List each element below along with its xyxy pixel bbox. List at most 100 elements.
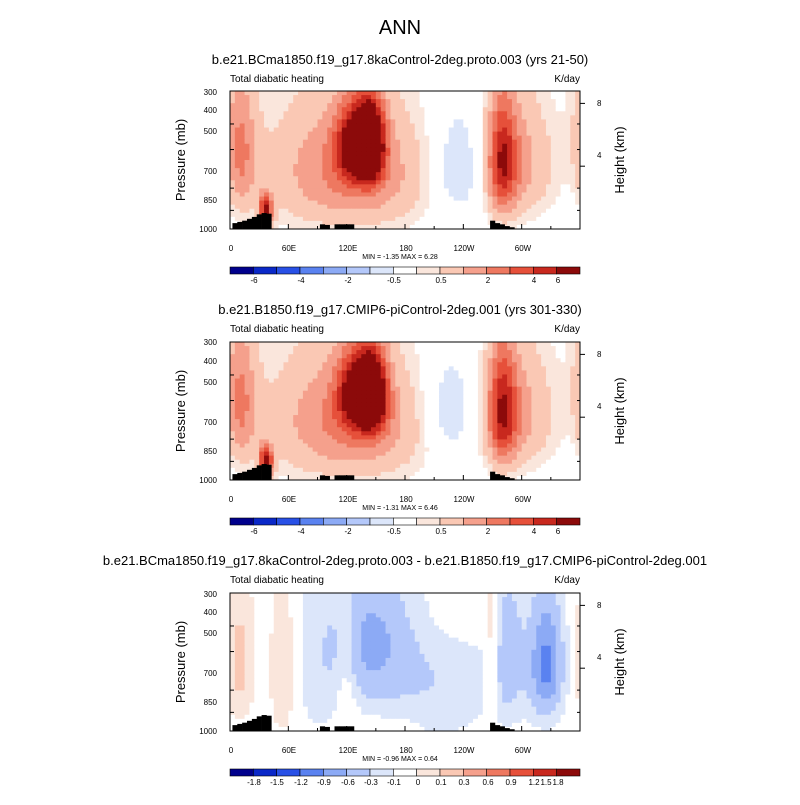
field-cell — [502, 468, 507, 472]
field-cell — [327, 435, 332, 439]
field-cell — [478, 188, 483, 192]
field-cell — [541, 391, 546, 395]
field-cell — [230, 448, 235, 452]
field-cell — [556, 176, 561, 180]
field-cell — [352, 383, 357, 387]
field-cell — [235, 419, 240, 423]
field-cell — [245, 152, 250, 156]
min-max-label: MIN = -1.35 MAX = 6.28 — [362, 254, 438, 261]
field-cell — [245, 140, 250, 144]
field-cell — [332, 160, 337, 164]
field-cell — [424, 346, 429, 350]
field-cell — [245, 350, 250, 354]
field-cell — [318, 366, 323, 370]
field-cell — [235, 144, 240, 148]
field-cell — [332, 205, 337, 209]
field-cell — [424, 387, 429, 391]
field-cell — [283, 115, 288, 119]
field-cell — [444, 403, 449, 407]
field-cell — [274, 383, 279, 387]
field-cell — [420, 370, 425, 374]
field-cell — [249, 452, 254, 456]
field-cell — [371, 111, 376, 115]
field-cell — [546, 91, 551, 95]
field-cell — [531, 148, 536, 152]
field-cell — [240, 423, 245, 427]
field-cell — [259, 366, 264, 370]
field-cell — [517, 111, 522, 115]
field-cell — [512, 111, 517, 115]
field-cell — [361, 452, 366, 456]
field-cell — [424, 350, 429, 354]
field-cell — [230, 152, 235, 156]
field-cell — [502, 168, 507, 172]
field-cell — [279, 180, 284, 184]
field-cell — [424, 192, 429, 196]
field-cell — [264, 456, 269, 460]
field-cell — [390, 460, 395, 464]
field-cell — [313, 366, 318, 370]
field-cell — [318, 435, 323, 439]
field-cell — [405, 419, 410, 423]
field-cell — [527, 132, 532, 136]
field-cell — [556, 427, 561, 431]
field-cell — [420, 160, 425, 164]
field-cell — [395, 148, 400, 152]
y-tick-label: 1000 — [199, 225, 217, 234]
field-cell — [342, 205, 347, 209]
field-cell — [259, 435, 264, 439]
field-cell — [400, 115, 405, 119]
field-cell — [561, 180, 566, 184]
field-cell — [556, 448, 561, 452]
field-cell — [488, 460, 493, 464]
field-cell — [497, 387, 502, 391]
field-cell — [561, 160, 566, 164]
field-cell — [347, 144, 352, 148]
field-cell — [512, 452, 517, 456]
panel-title: b.e21.BCma1850.f19_g17.8kaControl-2deg.p… — [212, 52, 589, 67]
field-cell — [415, 415, 420, 419]
field-cell — [347, 419, 352, 423]
field-cell — [463, 387, 468, 391]
field-cell — [468, 448, 473, 452]
field-cell — [356, 370, 361, 374]
field-cell — [293, 350, 298, 354]
field-cell — [512, 136, 517, 140]
field-cell — [313, 423, 318, 427]
field-cell — [240, 452, 245, 456]
field-cell — [473, 354, 478, 358]
field-cell — [245, 460, 250, 464]
field-cell — [313, 370, 318, 374]
field-cell — [298, 164, 303, 168]
field-cell — [254, 184, 259, 188]
field-cell — [429, 415, 434, 419]
field-cell — [230, 423, 235, 427]
field-cell — [493, 132, 498, 136]
field-cell — [371, 205, 376, 209]
field-cell — [420, 132, 425, 136]
field-cell — [279, 366, 284, 370]
field-cell — [332, 188, 337, 192]
field-cell — [468, 431, 473, 435]
field-cell — [546, 468, 551, 472]
field-cell — [458, 435, 463, 439]
field-cell — [541, 111, 546, 115]
field-cell — [424, 152, 429, 156]
field-cell — [361, 213, 366, 217]
field-cell — [249, 399, 254, 403]
field-cell — [230, 156, 235, 160]
field-cell — [288, 391, 293, 395]
field-cell — [342, 350, 347, 354]
field-cell — [415, 136, 420, 140]
field-cell — [308, 152, 313, 156]
field-cell — [308, 370, 313, 374]
field-cell — [449, 362, 454, 366]
field-cell — [483, 346, 488, 350]
field-cell — [245, 95, 250, 99]
field-cell — [502, 136, 507, 140]
field-cell — [556, 213, 561, 217]
field-cell — [434, 201, 439, 205]
field-cell — [565, 221, 570, 225]
field-cell — [420, 411, 425, 415]
